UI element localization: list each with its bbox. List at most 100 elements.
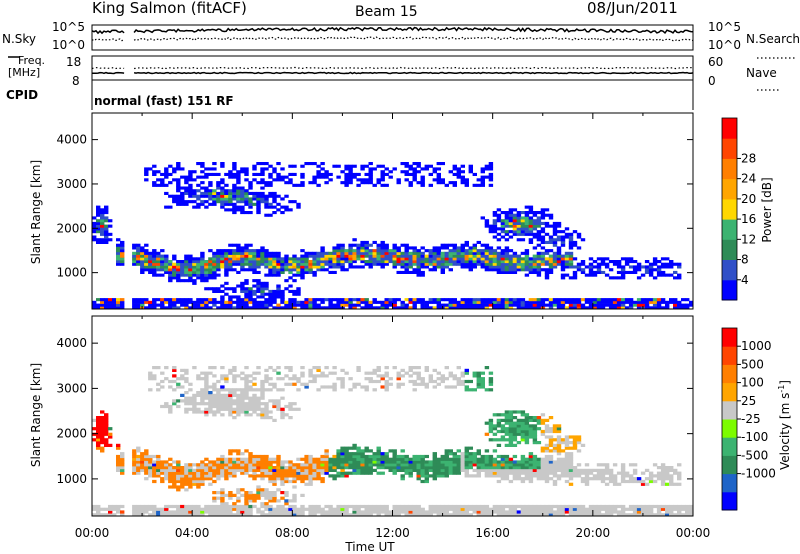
velocity-cell [436, 377, 441, 381]
velocity-cell [224, 504, 229, 509]
velocity-cell [536, 510, 542, 514]
power-cell [220, 257, 225, 261]
velocity-cell [176, 468, 181, 472]
velocity-cell [420, 460, 425, 464]
velocity-cell [268, 513, 273, 517]
power-cell [204, 287, 209, 291]
power-cell [168, 172, 173, 176]
velocity-cell [548, 460, 554, 464]
velocity-cell [228, 407, 233, 411]
power-cell [176, 186, 181, 190]
power-cell [176, 181, 181, 185]
power-cell [488, 175, 494, 179]
power-cell [656, 273, 662, 277]
velocity-cell [632, 463, 638, 467]
power-cell [192, 273, 197, 277]
power-cell [364, 251, 369, 255]
velocity-cell [232, 466, 237, 470]
power-cell [416, 181, 421, 185]
power-cell [168, 181, 173, 185]
power-cell [208, 172, 213, 176]
power-cell [328, 306, 333, 310]
power-cell [252, 197, 257, 201]
power-cell [264, 260, 269, 264]
velocity-cell [232, 507, 237, 511]
velocity-cell [328, 513, 333, 517]
power-cell [468, 262, 473, 266]
power-cell [316, 257, 321, 261]
power-cell [180, 298, 185, 302]
power-cell [556, 230, 562, 234]
power-cell [340, 260, 345, 264]
velocity-cell [244, 507, 249, 511]
velocity-cell [160, 513, 165, 517]
velocity-cell [252, 460, 257, 464]
velocity-cell [324, 454, 329, 459]
velocity-cell [552, 449, 558, 453]
power-cell [480, 265, 485, 269]
velocity-cell [384, 454, 389, 459]
velocity-cell [116, 510, 121, 514]
velocity-cell [452, 504, 457, 509]
power-cell [244, 189, 249, 193]
power-cell [420, 260, 425, 264]
power-cell [400, 262, 405, 266]
velocity-cell [460, 374, 465, 378]
power-cell [408, 251, 413, 255]
power-cell [232, 257, 237, 261]
velocity-cell [464, 446, 469, 450]
velocity-cell [352, 510, 357, 514]
power-cell [528, 230, 534, 234]
power-cell [108, 238, 113, 242]
velocity-cell [320, 471, 325, 475]
power-cell [548, 268, 554, 272]
power-cell [612, 262, 618, 266]
velocity-cell [380, 466, 385, 470]
velocity-cell [172, 479, 177, 484]
velocity-cell [240, 396, 245, 400]
velocity-cell [264, 410, 269, 414]
power-cell [104, 300, 109, 304]
velocity-cell [484, 432, 490, 436]
velocity-cell [268, 416, 273, 420]
velocity-cell [172, 477, 177, 481]
power-cell [168, 273, 173, 277]
velocity-cell [400, 463, 405, 467]
velocity-cell [424, 463, 429, 467]
velocity-cell [392, 460, 397, 464]
power-cell [580, 303, 586, 307]
velocity-cell [560, 466, 566, 470]
power-cell [292, 172, 297, 176]
power-cell [248, 262, 253, 266]
power-cell [484, 224, 490, 228]
velocity-cell [184, 407, 189, 411]
power-cell [332, 164, 337, 168]
velocity-cell [512, 427, 518, 431]
power-cell [228, 208, 233, 212]
velocity-cell [220, 454, 225, 459]
power-cell [528, 257, 534, 261]
velocity-cell [292, 377, 297, 381]
velocity-cell [476, 382, 481, 386]
power-cell [472, 262, 477, 266]
velocity-cell [244, 502, 249, 506]
velocity-cell [172, 399, 177, 403]
power-cell [492, 257, 498, 261]
power-cell [224, 189, 229, 193]
power-cell [524, 232, 530, 236]
velocity-cell [200, 479, 205, 484]
power-ytick-label: 2000 [56, 221, 87, 235]
velocity-cell [228, 410, 233, 414]
velocity-cell [188, 463, 193, 467]
power-cell [372, 249, 377, 253]
power-cell [360, 181, 365, 185]
power-cell [256, 281, 261, 285]
velocity-cell [464, 466, 469, 470]
velocity-cell [152, 377, 157, 381]
power-cell [464, 303, 469, 307]
velocity-cell [612, 482, 618, 486]
power-cell [268, 260, 273, 264]
velocity-cell [272, 418, 277, 422]
power-cell [532, 306, 538, 310]
